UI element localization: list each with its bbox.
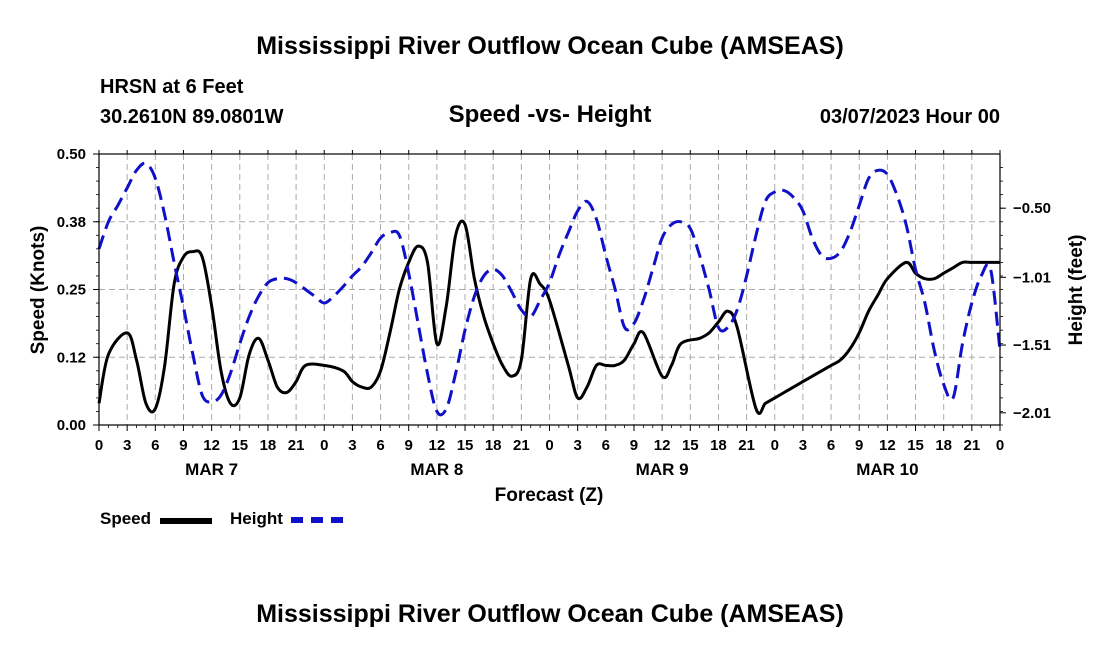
y2-tick-labels: −2.01 −1.51 −1.01 −0.50 [1013, 200, 1051, 422]
chart-area: 0 3 6 9 12 15 18 21 0 3 6 9 12 15 18 21 0 3 6 9 12 15 18 21 0 3 6 9… [28, 146, 1087, 506]
x-tick-label: 3 [348, 437, 356, 454]
legend-height-label: Height [230, 509, 283, 528]
x-tick-label: 0 [996, 437, 1004, 454]
x-tick-label: 0 [771, 437, 779, 454]
x-tick-label: 0 [545, 437, 553, 454]
x-tick-label: 6 [827, 437, 835, 454]
x-tick-label: 3 [123, 437, 131, 454]
y-tick-label: 0.00 [57, 417, 86, 434]
x-tick-label: 9 [179, 437, 187, 454]
y2-axis-label: Height (feet) [1066, 235, 1087, 346]
x-tick-label: 15 [457, 437, 474, 454]
x-tick-label: 21 [738, 437, 755, 454]
x-tick-label: 6 [376, 437, 384, 454]
location-coordinates: 30.2610N 89.0801W [100, 106, 284, 128]
plot-frame [98, 153, 1001, 426]
day-label: MAR 9 [636, 460, 689, 479]
x-tick-label: 18 [710, 437, 727, 454]
y-tick-labels: 0.00 0.12 0.25 0.38 0.50 [57, 146, 86, 434]
day-labels: MAR 7 MAR 8 MAR 9 MAR 10 [185, 460, 918, 479]
x-tick-label: 18 [485, 437, 502, 454]
speed-series-line [97, 219, 1000, 415]
x-tick-label: 18 [260, 437, 277, 454]
x-tick-label: 15 [907, 437, 924, 454]
station-label: HRSN at 6 Feet [100, 76, 244, 98]
y2-tick-label: −0.50 [1013, 200, 1051, 217]
x-tick-label: 0 [320, 437, 328, 454]
x-tick-label: 12 [203, 437, 220, 454]
day-label: MAR 7 [185, 460, 238, 479]
x-tick-label: 21 [513, 437, 530, 454]
y-tick-label: 0.50 [57, 146, 86, 163]
x-tick-label: 3 [573, 437, 581, 454]
chart-title: Mississippi River Outflow Ocean Cube (AM… [256, 32, 844, 60]
day-label: MAR 8 [410, 460, 463, 479]
y2-tick-label: −2.01 [1013, 405, 1051, 422]
x-tick-label: 9 [630, 437, 638, 454]
y-tick-label: 0.12 [57, 349, 86, 366]
x-tick-label: 6 [602, 437, 610, 454]
x-tick-labels: 0 3 6 9 12 15 18 21 0 3 6 9 12 15 18 21 0 3 6 9 12 15 18 21 0 3 6 9… [95, 437, 1004, 454]
x-tick-label: 12 [429, 437, 446, 454]
grid-lines [99, 154, 1000, 425]
y-tick-label: 0.25 [57, 282, 86, 299]
x-tick-label: 21 [288, 437, 305, 454]
x-tick-label: 12 [654, 437, 671, 454]
x-tick-label: 9 [405, 437, 413, 454]
y2-tick-label: −1.01 [1013, 269, 1051, 286]
forecast-datetime: 03/07/2023 Hour 00 [819, 106, 1000, 128]
x-tick-label: 21 [964, 437, 981, 454]
legend-height-swatch [291, 517, 343, 523]
x-tick-label: 12 [879, 437, 896, 454]
x-tick-label: 6 [151, 437, 159, 454]
legend-speed-label: Speed [100, 509, 152, 528]
x-tick-label: 15 [231, 437, 248, 454]
x-tick-label: 15 [682, 437, 699, 454]
x-tick-label: 9 [855, 437, 863, 454]
chart-subtitle: Speed -vs- Height [448, 101, 652, 128]
x-tick-label: 18 [935, 437, 952, 454]
x-axis-label: Forecast (Z) [495, 485, 604, 506]
y-axis-label: Speed (Knots) [28, 226, 49, 355]
y2-tick-label: −1.51 [1013, 337, 1051, 354]
day-label: MAR 10 [856, 460, 918, 479]
height-series-line [97, 161, 1002, 417]
y-tick-label: 0.38 [57, 214, 86, 231]
x-tick-label: 3 [799, 437, 807, 454]
legend-speed-swatch [160, 518, 212, 524]
footer-title: Mississippi River Outflow Ocean Cube (AM… [256, 600, 844, 628]
series-lines [97, 161, 1002, 417]
x-tick-label: 0 [95, 437, 103, 454]
